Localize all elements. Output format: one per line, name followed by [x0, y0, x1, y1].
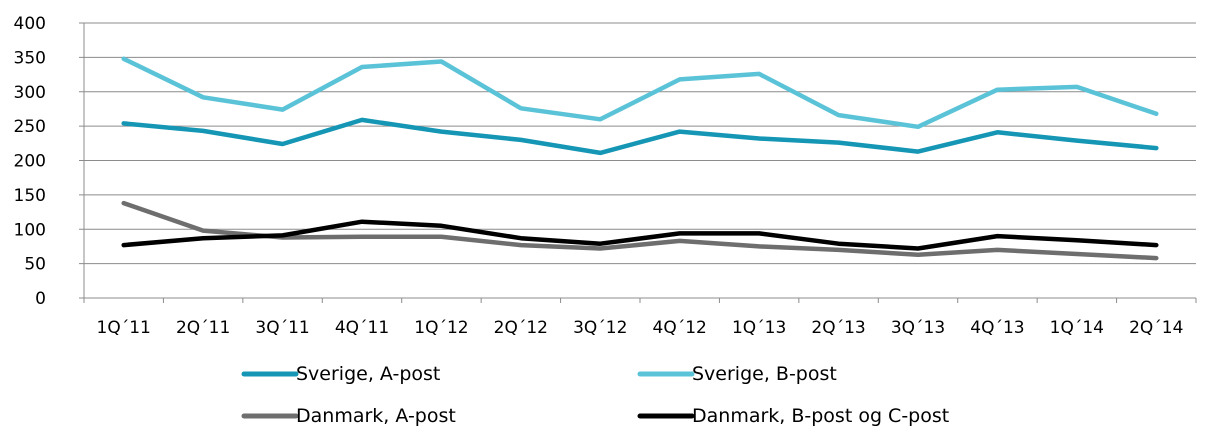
y-tick-label: 50 — [24, 255, 46, 275]
legend-label: Danmark, B-post og C-post — [692, 405, 949, 427]
y-tick-label: 250 — [14, 117, 46, 137]
x-tick-label: 1Q´11 — [97, 318, 151, 338]
x-tick-label: 4Q´13 — [970, 318, 1024, 338]
series-lines — [124, 59, 1157, 258]
x-tick-label: 3Q´12 — [573, 318, 627, 338]
x-tick-label: 2Q´13 — [811, 318, 865, 338]
legend: Sverige, A-post Sverige, B-post Danmark, A… — [244, 363, 949, 427]
series-line-3 — [124, 203, 1157, 258]
legend-item: Sverige, A-post — [244, 363, 440, 385]
x-tick-labels: 1Q´11 2Q´11 3Q´11 4Q´11 1Q´12 2Q´12 3Q´12 4Q´12… — [97, 318, 1184, 338]
x-tick-label: 2Q´14 — [1129, 318, 1183, 338]
x-tick-label: 4Q´12 — [653, 318, 707, 338]
x-tick-label: 4Q´11 — [335, 318, 389, 338]
y-tick-labels: 0 50 100 150 200 250 300 350 400 — [14, 14, 46, 309]
y-tick-label: 200 — [14, 152, 46, 172]
series-line-1 — [124, 120, 1157, 153]
y-tick-label: 350 — [14, 48, 46, 68]
series-line-2 — [124, 59, 1157, 127]
x-tick-label: 2Q´12 — [494, 318, 548, 338]
x-tick-label: 1Q´14 — [1050, 318, 1104, 338]
x-tick-label: 1Q´13 — [732, 318, 786, 338]
y-tick-label: 150 — [14, 186, 46, 206]
legend-item: Danmark, B-post og C-post — [640, 405, 949, 427]
axes — [79, 23, 1196, 303]
x-tick-label: 3Q´11 — [255, 318, 309, 338]
legend-label: Sverige, A-post — [296, 363, 440, 385]
legend-item: Danmark, A-post — [244, 405, 456, 427]
x-tick-label: 2Q´11 — [176, 318, 230, 338]
y-tick-label: 300 — [14, 83, 46, 103]
legend-label: Danmark, A-post — [296, 405, 456, 427]
legend-label: Sverige, B-post — [692, 363, 837, 385]
legend-item: Sverige, B-post — [640, 363, 837, 385]
x-tick-label: 3Q´13 — [891, 318, 945, 338]
y-tick-label: 400 — [14, 14, 46, 34]
y-tick-label: 0 — [35, 289, 46, 309]
x-tick-label: 1Q´12 — [414, 318, 468, 338]
y-tick-label: 100 — [14, 220, 46, 240]
